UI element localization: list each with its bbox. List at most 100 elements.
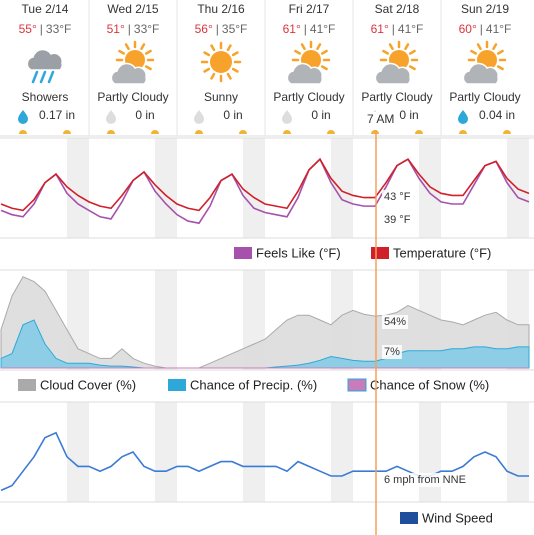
temp-separator: | bbox=[216, 22, 219, 36]
temp-separator: | bbox=[40, 22, 43, 36]
sun-ray bbox=[409, 49, 416, 55]
annotation-bg bbox=[382, 473, 468, 487]
high-temp: 51° bbox=[107, 22, 125, 36]
night-band bbox=[155, 270, 177, 370]
low-temp: 41°F bbox=[486, 22, 511, 36]
sun-ray bbox=[476, 43, 482, 50]
condition: Sunny bbox=[204, 90, 238, 104]
day-temps: 56° | 35°F bbox=[195, 22, 248, 36]
legend-swatch bbox=[234, 247, 252, 259]
cloud bbox=[462, 62, 499, 85]
annotation-bg bbox=[382, 213, 413, 227]
sun-ray bbox=[226, 44, 232, 52]
temp-separator: | bbox=[128, 22, 131, 36]
day-label: Tue 2/14 bbox=[22, 2, 69, 16]
sun-ray bbox=[321, 65, 328, 71]
legend-label: Chance of Precip. (%) bbox=[190, 377, 317, 392]
sun-ray bbox=[231, 51, 239, 57]
sun-time bbox=[63, 130, 71, 134]
rain bbox=[31, 70, 39, 84]
low-temp: 41°F bbox=[310, 22, 335, 36]
sun-ray bbox=[388, 43, 394, 50]
day-label: Fri 2/17 bbox=[289, 2, 330, 16]
sun-ray bbox=[140, 43, 146, 50]
high-temp: 61° bbox=[283, 22, 301, 36]
day-temps: 55° | 33°F bbox=[19, 22, 72, 36]
sun-ray bbox=[145, 65, 152, 71]
annotation: 39 °F bbox=[384, 214, 411, 226]
series-line bbox=[0, 431, 529, 492]
temp-separator: | bbox=[480, 22, 483, 36]
annotation-bg bbox=[382, 315, 409, 329]
cloud bbox=[374, 62, 411, 85]
legend-label: Cloud Cover (%) bbox=[40, 377, 136, 392]
precip-drop bbox=[18, 110, 28, 124]
sun-ray bbox=[203, 51, 211, 57]
condition: Partly Cloudy bbox=[97, 90, 168, 104]
precip-drop bbox=[282, 110, 292, 124]
sun-time bbox=[371, 130, 379, 134]
night-band bbox=[243, 138, 265, 238]
legend-swatch bbox=[371, 247, 389, 259]
precip-drop bbox=[194, 110, 204, 124]
day-label: Thu 2/16 bbox=[197, 2, 245, 16]
sun-ray bbox=[118, 49, 125, 55]
sun-time bbox=[459, 130, 467, 134]
night-band bbox=[243, 402, 265, 502]
condition: Partly Cloudy bbox=[361, 90, 432, 104]
precip-amount: 0 in bbox=[223, 108, 242, 122]
sun-time bbox=[195, 130, 203, 134]
night-band bbox=[331, 402, 353, 502]
temp-separator: | bbox=[392, 22, 395, 36]
legend-label: Chance of Snow (%) bbox=[370, 377, 489, 392]
night-band bbox=[507, 402, 529, 502]
day-temps: 61° | 41°F bbox=[371, 22, 424, 36]
annotation-bg bbox=[382, 190, 413, 204]
sun-time bbox=[283, 130, 291, 134]
sun-ray bbox=[226, 72, 232, 80]
sun-ray bbox=[497, 65, 504, 71]
day-label: Wed 2/15 bbox=[107, 2, 158, 16]
sun-time bbox=[19, 130, 27, 134]
precip-drop bbox=[106, 110, 116, 124]
series-line bbox=[0, 157, 530, 212]
sun-ray bbox=[492, 43, 498, 50]
sun-ray bbox=[382, 49, 389, 55]
cloud bbox=[286, 62, 323, 85]
precip-amount: 0 in bbox=[135, 108, 154, 122]
cloud bbox=[26, 48, 63, 71]
night-band bbox=[331, 138, 353, 238]
high-temp: 56° bbox=[195, 22, 213, 36]
sun-ray bbox=[300, 43, 306, 50]
sun-time bbox=[327, 130, 335, 134]
day-label: Sun 2/19 bbox=[461, 2, 509, 16]
now-label-bg bbox=[365, 112, 397, 127]
legend-swatch bbox=[18, 379, 36, 391]
low-temp: 35°F bbox=[222, 22, 247, 36]
sun-ray bbox=[497, 49, 504, 55]
legend-swatch bbox=[168, 379, 186, 391]
precip-amount: 0.04 in bbox=[479, 108, 515, 122]
low-temp: 41°F bbox=[398, 22, 423, 36]
legend-swatch bbox=[347, 378, 367, 392]
day-temps: 60° | 41°F bbox=[459, 22, 512, 36]
precip-amount: 0 in bbox=[311, 108, 330, 122]
temp-separator: | bbox=[304, 22, 307, 36]
cloud bbox=[110, 62, 147, 85]
night-band bbox=[67, 402, 89, 502]
sun-time bbox=[503, 130, 511, 134]
sun-ray bbox=[210, 72, 216, 80]
sun-ray bbox=[210, 44, 216, 52]
sun-time bbox=[107, 130, 115, 134]
day-temps: 51° | 33°F bbox=[107, 22, 160, 36]
annotation: 6 mph from NNE bbox=[384, 474, 466, 486]
series-line bbox=[0, 157, 530, 225]
sun-ray bbox=[294, 49, 301, 55]
sun-time bbox=[239, 130, 247, 134]
sun-ray bbox=[145, 49, 152, 55]
day-temps: 61° | 41°F bbox=[283, 22, 336, 36]
low-temp: 33°F bbox=[46, 22, 71, 36]
annotation: 43 °F bbox=[384, 191, 411, 203]
